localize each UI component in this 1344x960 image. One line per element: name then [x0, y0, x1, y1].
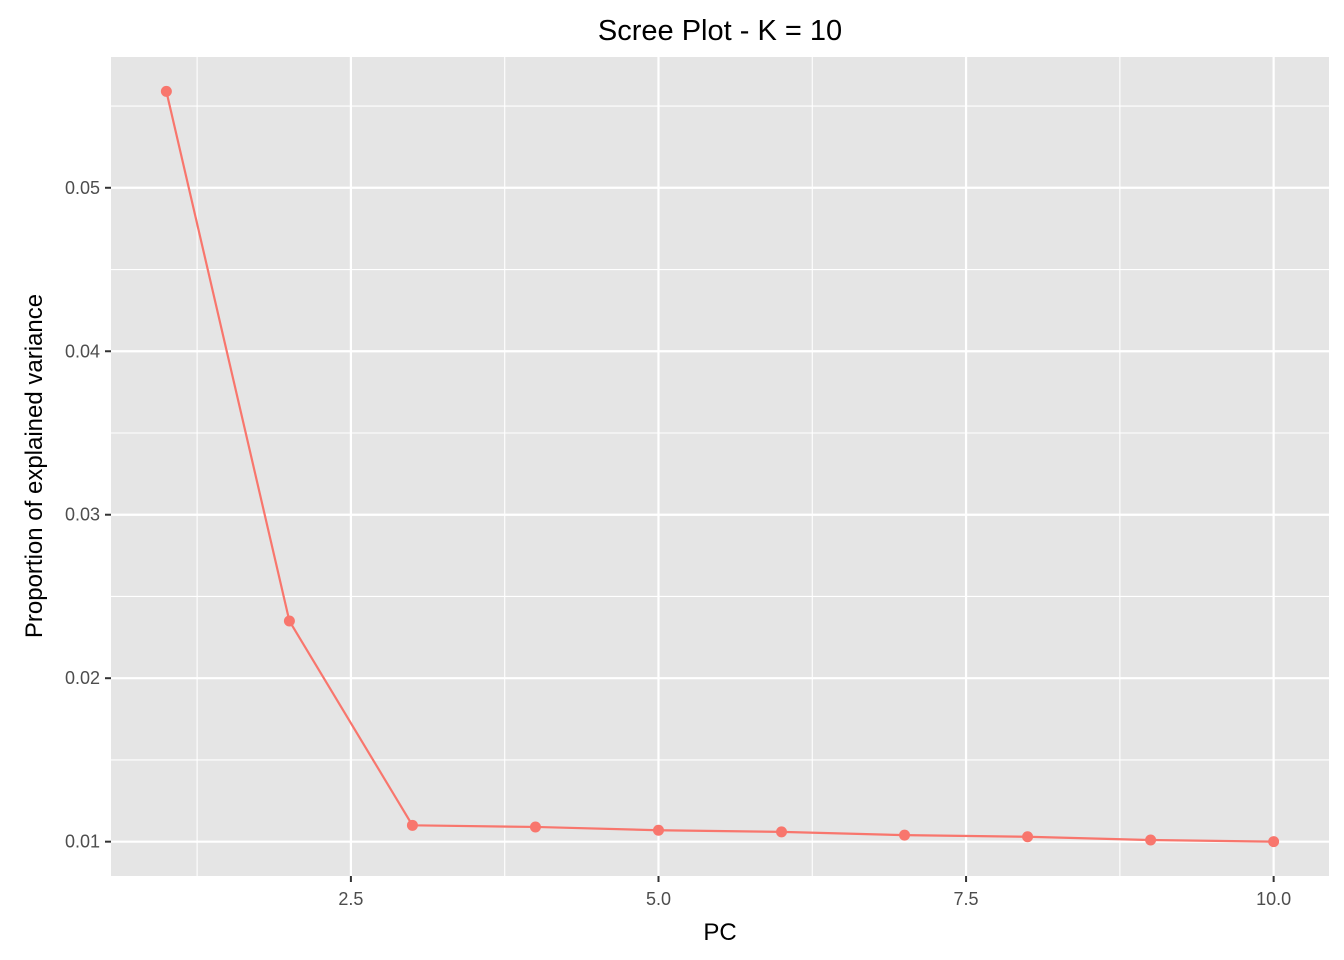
x-tick-label: 10.0	[1256, 889, 1291, 909]
series-layer	[160, 85, 1280, 848]
y-axis-title: Proportion of explained variance	[21, 294, 48, 638]
major-grid	[111, 57, 1329, 876]
panel-background	[111, 57, 1329, 876]
x-tick-label: 5.0	[646, 889, 671, 909]
y-tick-label: 0.01	[65, 832, 100, 852]
data-point	[406, 819, 418, 831]
data-point	[283, 615, 295, 627]
y-tick-label: 0.05	[65, 178, 100, 198]
y-tick-label: 0.03	[65, 505, 100, 525]
chart-title: Scree Plot - K = 10	[598, 15, 842, 47]
data-point	[160, 85, 172, 97]
series-line	[165, 91, 1274, 843]
data-point	[529, 821, 541, 833]
data-point	[1022, 831, 1034, 843]
y-tick-label: 0.04	[65, 341, 100, 361]
y-tick-label: 0.02	[65, 668, 100, 688]
axis-ticks: 2.5 5.0 7.5 10.0 0.01 0.02 0.03 0.04 0.05	[65, 178, 1291, 909]
x-tick-label: 2.5	[338, 889, 363, 909]
x-tick-label: 7.5	[954, 889, 979, 909]
x-axis-title: PC	[703, 919, 736, 946]
data-point	[1145, 834, 1157, 846]
minor-grid	[111, 57, 1329, 876]
data-point	[776, 826, 788, 838]
data-point	[899, 829, 911, 841]
data-point	[652, 824, 664, 836]
data-point	[1268, 836, 1280, 848]
